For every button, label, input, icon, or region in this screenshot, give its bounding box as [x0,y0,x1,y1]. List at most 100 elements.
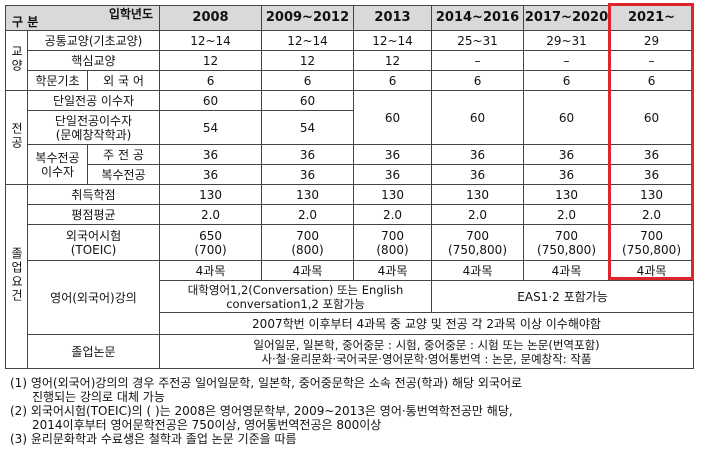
cell: 2.0 [159,204,263,225]
thesis-detail: 일어일문, 일본학, 중어중문 : 시험, 중어중문 : 시험 또는 논문(번역… [159,334,695,369]
group-major-label: 전공 [9,122,24,150]
table-row: 단일전공이수자 (문예창작학과) 54 54 [6,110,694,145]
cell: 6 [609,70,695,91]
requirements-table-wrapper: 입학년도 구 분 2008 2009~2012 2013 2014~2016 2… [4,3,695,369]
cell: 60 [609,90,695,145]
cell: 12 [159,50,263,71]
cell: 36 [353,144,433,165]
cell: 4과목 [523,260,611,281]
row-label: 공통교양(기초교양) [26,30,161,51]
cell: 54 [159,110,263,145]
cell: 12~14 [353,30,433,51]
cell: 60 [159,90,263,111]
table-row: 영어(외국어)강의 4과목 4과목 4과목 4과목 4과목 4과목 [6,260,695,335]
table-row: 전공 단일전공 이수자 60 60 60 60 60 60 [5,90,695,185]
group-major: 전공 [5,90,28,185]
cell: 25~31 [431,30,525,51]
row-label: 단일전공이수자 (문예창작학과) [26,110,161,145]
footnote: (2) 외국어시험(TOEIC)의 ( )는 2008은 영어영문학부, 200… [10,404,513,418]
footnote: (3) 윤리문화학과 수료생은 철학과 졸업 논문 기준을 따름 [10,432,297,446]
cell: 2.0 [431,204,525,225]
cell: 12 [261,50,355,71]
group-graduation: 졸업요건 [5,184,28,369]
cell: 2.0 [353,204,433,225]
cell: 54 [261,110,355,145]
cell: 130 [431,184,525,205]
table-row: 졸업논문 일어일문, 일본학, 중어중문 : 시험, 중어중문 : 시험 또는 … [6,334,695,369]
row-label: 학문기초 [27,70,88,91]
cell: 2.0 [609,204,695,225]
cell: 700 (750,800) [431,224,525,261]
table-row: 대학영어1,2(Conversation) 또는 English convers… [6,280,695,313]
table-row: 학문기초 외 국 어 6 6 6 6 6 6 [6,70,695,91]
footnote-continued: 2014이후부터 영어문학전공은 750이상, 영어통번역전공은 800이상 [32,418,382,432]
cell: 4과목 [353,260,433,281]
cell: 700 (800) [353,224,433,261]
cell: 36 [431,164,525,185]
cell: 6 [431,70,525,91]
row-label: 취득학점 [26,184,161,205]
cell: 36 [261,144,355,165]
cell: 36 [609,144,695,165]
table-row: 외국어시험 (TOEIC) 650 (700) 700 (800) 700 (8… [6,224,695,261]
corner-division-label: 구 분 [12,15,39,29]
cell: 4과목 [431,260,525,281]
group-general: 교양 [5,30,28,91]
year-header: 2013 [353,5,433,31]
cell: 36 [431,144,525,165]
cell: 130 [261,184,355,205]
cell: 130 [353,184,433,205]
cell: 6 [159,70,263,91]
cell: 60 [523,90,611,145]
table-row: 핵심교양 12 12 12 – – – [6,50,695,71]
cell: 12~14 [261,30,355,51]
cell: 650 (700) [159,224,263,261]
cell: – [523,50,611,71]
english-note-left: 대학영어1,2(Conversation) 또는 English convers… [159,280,433,313]
header-row: 입학년도 구 분 2008 2009~2012 2013 2014~2016 2… [4,5,695,31]
cell: 29~31 [523,30,611,51]
corner-header: 입학년도 구 분 [4,5,161,31]
table-row: 복수전공 이수자 주 전 공 36 36 36 36 36 36 [6,144,695,185]
footnote: (1) 영어(외국어)강의의 경우 주전공 일어일문학, 일본학, 중어중문학은… [10,376,523,390]
year-header: 2008 [159,5,263,31]
cell: 12~14 [159,30,263,51]
cell: 60 [353,90,433,145]
cell: 36 [523,144,611,165]
footnote-continued: 진행되는 강의로 대체 가능 [32,390,165,404]
year-header: 2009~2012 [261,5,355,31]
cell: 60 [261,90,355,111]
cell: 36 [159,164,263,185]
table-row: 평점평균 2.0 2.0 2.0 2.0 2.0 2.0 [6,204,695,225]
year-header: 2021~ [609,5,695,31]
table-row: 교양 공통교양(기초교양) 12~14 12~14 12~14 25~31 29… [5,30,695,91]
corner-year-label: 입학년도 [108,7,154,21]
cell: 4과목 [609,260,695,281]
group-graduation-label: 졸업요건 [9,247,24,303]
row-label: 복수전공 이수자 [27,144,88,185]
cell: 36 [261,164,355,185]
year-header: 2017~2020 [523,5,611,31]
group-general-label: 교양 [9,45,24,73]
row-label: 외국어시험 (TOEIC) [26,224,161,261]
cell: 2.0 [523,204,611,225]
english-note-right: EAS1·2 포함가능 [431,280,695,313]
cell: 130 [159,184,263,205]
cell: 6 [261,70,355,91]
table-row: 졸업요건 취득학점 130 130 130 130 130 130 [5,184,695,369]
cell: 36 [159,144,263,165]
cell: 4과목 [159,260,263,281]
cell: 36 [353,164,433,185]
cell: 29 [609,30,695,51]
cell: 2.0 [261,204,355,225]
year-header: 2014~2016 [431,5,525,31]
cell: 36 [523,164,611,185]
table-row: 복수전공 36 36 36 36 36 36 [6,164,695,185]
cell: 4과목 [261,260,355,281]
cell: 6 [523,70,611,91]
footnotes: (1) 영어(외국어)강의의 경우 주전공 일어일문학, 일본학, 중어중문학은… [10,376,700,446]
cell: 12 [353,50,433,71]
english-footer-note: 2007학번 이후부터 4과목 중 교양 및 전공 각 2과목 이상 이수해야함 [159,312,695,335]
row-sublabel: 주 전 공 [86,144,161,165]
row-label: 영어(외국어)강의 [26,260,161,335]
